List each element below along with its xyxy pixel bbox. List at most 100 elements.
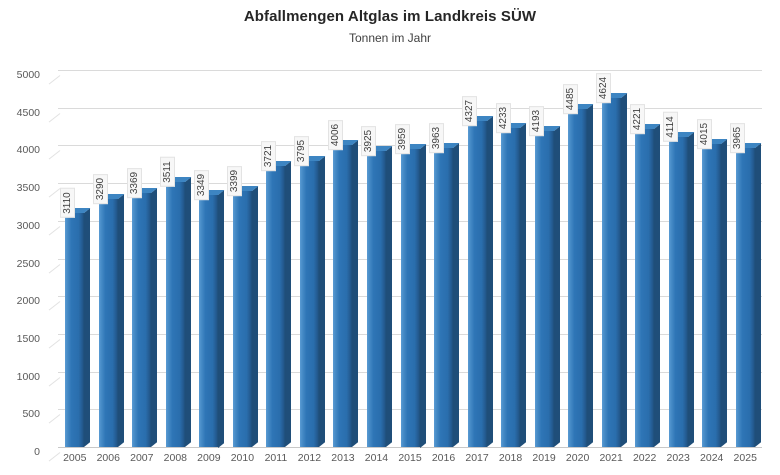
bar-data-label: 4221 [629,103,645,134]
chart-subtitle: Tonnen im Jahr [348,31,432,45]
bar-side-face [251,186,258,447]
bar-data-label: 3511 [160,157,176,188]
x-axis-tick-label: 2010 [230,452,255,464]
bar[interactable]: 3349 [193,169,225,447]
y-axis-tick-label: 2000 [16,295,40,308]
bar[interactable]: 4114 [663,112,695,447]
bar-data-label: 4015 [696,119,712,150]
bar[interactable]: 3399 [227,165,259,447]
bar-front-face [735,148,755,447]
y-axis-tick-label: 2500 [16,257,40,270]
bar-data-label: 3369 [126,167,142,199]
bar-side-face [218,189,225,447]
bar-front-face [534,130,554,447]
bar-front-face [400,148,420,447]
bar-front-face [98,198,118,447]
gridline [58,107,762,109]
y-axis-tick-label: 4000 [16,144,40,157]
x-axis-tick-label: 2007 [130,452,154,464]
bar-front-face [635,128,655,447]
bar-front-face [434,148,454,447]
bar[interactable]: 4006 [327,119,359,447]
x-axis-tick-label: 2022 [632,452,657,464]
bar-side-face [352,140,359,447]
bar-side-face [419,143,426,447]
x-axis-tick-label: 2024 [700,452,724,464]
bar[interactable]: 3795 [294,135,326,447]
bar-side-face [754,143,761,447]
bar-data-label: 3963 [428,123,444,154]
bar-front-face [65,212,85,447]
bar-side-face [453,143,460,447]
bar-side-face [520,123,527,447]
y-axis-tick-label: 5000 [16,69,40,81]
x-axis-ticks: 2005 2006 2007 2008 2009 2010 2011 2012 2013 2014… [46,452,762,472]
bar-front-face [568,108,588,447]
x-axis-tick-label: 2021 [599,452,623,464]
bar[interactable]: 3959 [395,123,426,447]
x-axis-tick-label: 2013 [331,452,355,464]
bar-front-face [366,151,386,447]
bar-data-label: 4006 [327,119,343,151]
bar-side-face [318,156,325,447]
bar-side-face [654,124,661,447]
y-axis-tick-label: 4500 [16,106,40,119]
x-axis-tick-label: 2023 [666,452,690,464]
bar-front-face [266,166,286,447]
y-axis-tick-label: 500 [22,408,40,421]
bar[interactable]: 4327 [462,95,493,447]
y-axis-tick-label: 1500 [16,332,40,345]
bar-side-face [553,126,560,447]
bar-side-face [587,104,594,447]
bar[interactable]: 3963 [428,123,460,447]
bar-data-label: 3349 [193,169,209,200]
bar-front-face [333,144,353,447]
chart-title: Abfallmengen Altglas im Landkreis SÜW [243,8,537,25]
bar-front-face [132,192,152,447]
bar[interactable]: 4485 [562,83,594,447]
bar-data-label: 4193 [529,105,545,136]
bar[interactable]: 4624 [596,73,628,447]
bar[interactable]: 4221 [629,103,661,447]
bar[interactable]: 3369 [126,167,158,447]
bar-side-face [620,93,627,447]
bar-front-face [702,144,722,447]
x-axis-tick-label: 2009 [197,452,221,464]
bar[interactable]: 3110 [59,187,91,447]
gridline [58,70,762,71]
bar-side-face [84,207,91,447]
bar-front-face [601,98,621,447]
bar-data-label: 3795 [294,135,310,166]
bar[interactable]: 3925 [361,125,393,447]
bar[interactable]: 3721 [260,141,292,447]
bar-side-face [151,188,158,447]
y-axis-tick-label: 3500 [16,182,40,195]
bar-front-face [467,120,487,447]
bar[interactable]: 4193 [529,105,560,447]
bar-side-face [687,132,694,447]
bar-data-label: 3290 [93,173,109,205]
bar-series: 3110 3290 3369 3511 3349 3399 3721 3795 4006 3925… [46,62,762,454]
bar-side-face [285,161,292,447]
bar-data-label: 3110 [59,187,75,218]
bar-data-label: 4114 [663,112,679,142]
x-axis-tick-label: 2020 [565,452,590,464]
bar-data-label: 3965 [730,122,746,154]
x-axis-tick-label: 2012 [297,452,322,464]
bar-front-face [299,160,319,447]
bar[interactable]: 3965 [730,122,762,447]
bar[interactable]: 3290 [93,173,125,447]
bar-data-label: 4485 [562,83,578,114]
bar-front-face [668,136,688,447]
bar[interactable]: 3511 [160,157,192,447]
bar-data-label: 3721 [260,141,276,172]
bar-data-label: 3399 [227,165,243,196]
bar[interactable]: 4233 [495,102,527,447]
y-axis-tick-label: 3000 [16,219,40,232]
bar[interactable]: 4015 [696,119,728,447]
bar-side-face [385,146,392,447]
bar-front-face [232,190,252,447]
bar-side-face [486,116,493,447]
y-axis-tick-label: 1000 [16,370,40,383]
